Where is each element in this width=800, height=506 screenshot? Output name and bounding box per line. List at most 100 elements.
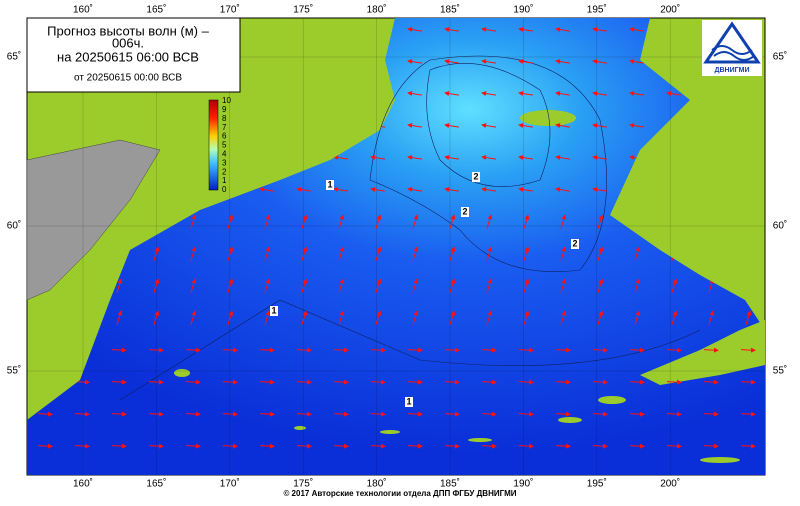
wave-arrow <box>259 411 275 417</box>
lon-label: 185˚ <box>440 4 460 16</box>
contour-label-bg <box>270 306 278 316</box>
wave-arrow <box>407 123 422 128</box>
wave-arrow <box>74 443 90 449</box>
wave-arrow <box>592 347 608 353</box>
wave-arrow <box>703 379 719 385</box>
wave-arrow <box>518 155 533 160</box>
wave-arrow <box>407 411 423 417</box>
wave-arrow <box>666 411 682 417</box>
wave-arrow <box>370 443 386 449</box>
wave-arrow <box>560 214 567 229</box>
wave-arrow <box>444 379 460 385</box>
wave-arrow <box>449 214 456 229</box>
wave-arrow <box>629 379 645 385</box>
wave-arrow <box>592 59 607 64</box>
colorbar-label: 8 <box>222 114 227 123</box>
wave-arrow <box>227 246 234 261</box>
wave-arrow <box>444 187 459 192</box>
wave-arrow <box>481 91 496 96</box>
wave-arrow <box>629 27 644 32</box>
wave-arrow <box>523 214 530 229</box>
wave-arrow <box>634 310 641 325</box>
wave-arrow <box>444 91 459 96</box>
wave-arrow <box>560 246 567 261</box>
wave-arrow <box>148 379 164 385</box>
wave-arrow <box>481 123 496 128</box>
lon-label: 175˚ <box>293 4 313 16</box>
colorbar-label: 0 <box>222 185 227 194</box>
title-line: от 20250615 00:00 ВСВ <box>74 73 182 84</box>
lon-label: 200˚ <box>660 4 680 16</box>
wave-arrow <box>560 310 567 325</box>
wave-arrow <box>301 214 308 229</box>
wave-arrow <box>185 443 201 449</box>
contour-label: 1 <box>271 305 276 315</box>
wave-arrow <box>592 91 607 96</box>
wave-arrow <box>629 411 645 417</box>
wave-arrow <box>190 246 197 261</box>
wave-arrow <box>629 91 644 96</box>
contour-label-bg <box>472 172 480 182</box>
wave-arrow <box>518 123 533 128</box>
contour-label-bg <box>326 180 334 190</box>
wave-arrow <box>444 155 459 160</box>
lon-label: 190˚ <box>513 4 533 16</box>
wave-arrow <box>148 411 164 417</box>
wave-arrow <box>153 246 160 261</box>
lon-label: 170˚ <box>220 4 240 16</box>
wave-arrow <box>111 347 127 353</box>
wave-arrow <box>740 379 756 385</box>
wave-arrow <box>185 347 201 353</box>
wave-arrow <box>555 443 571 449</box>
lat-label: 60˚ <box>7 220 21 232</box>
wave-arrow <box>703 411 719 417</box>
alaska-peninsula <box>640 320 765 385</box>
wave-arrow <box>333 347 349 353</box>
wave-arrow <box>333 379 349 385</box>
lon-label: 175˚ <box>293 478 313 490</box>
wave-arrow <box>185 411 201 417</box>
wave-arrow <box>190 278 197 293</box>
wave-arrow <box>370 411 386 417</box>
wave-arrow <box>555 59 570 64</box>
lon-label: 170˚ <box>220 478 240 490</box>
wave-arrow <box>148 347 164 353</box>
wave-arrow <box>740 411 756 417</box>
wave-arrow <box>597 214 604 229</box>
lon-label: 180˚ <box>367 4 387 16</box>
wave-arrow <box>629 59 644 64</box>
wave-arrow <box>555 411 571 417</box>
wave-arrow <box>449 278 456 293</box>
wave-arrow <box>740 443 756 449</box>
wave-arrow <box>592 187 607 192</box>
wave-arrow <box>592 411 608 417</box>
lon-label: 185˚ <box>440 478 460 490</box>
wave-arrow <box>518 59 533 64</box>
wave-arrow <box>629 347 645 353</box>
wave-arrow <box>444 347 460 353</box>
lon-label: 195˚ <box>587 4 607 16</box>
contour-label-bg <box>405 397 413 407</box>
wave-arrow <box>259 347 275 353</box>
wave-arrow <box>523 278 530 293</box>
lon-label: 190˚ <box>513 478 533 490</box>
colorbar-label: 5 <box>222 141 227 150</box>
wave-arrow <box>375 278 382 293</box>
wave-arrow <box>333 443 349 449</box>
wave-arrow <box>745 310 752 325</box>
wave-arrow <box>111 411 127 417</box>
wave-arrow <box>481 379 497 385</box>
wave-arrow <box>555 155 570 160</box>
colorbar-label: 7 <box>222 123 227 132</box>
wave-arrow <box>523 310 530 325</box>
contour-label: 2 <box>572 238 577 248</box>
wave-arrow <box>444 123 459 128</box>
wave-arrow <box>555 347 571 353</box>
colorbar-label: 4 <box>222 150 227 159</box>
wave-arrow <box>523 246 530 261</box>
lon-label: 165˚ <box>146 478 166 490</box>
wave-arrow <box>264 310 271 325</box>
wave-arrow <box>333 187 348 192</box>
wave-arrow <box>370 155 385 160</box>
